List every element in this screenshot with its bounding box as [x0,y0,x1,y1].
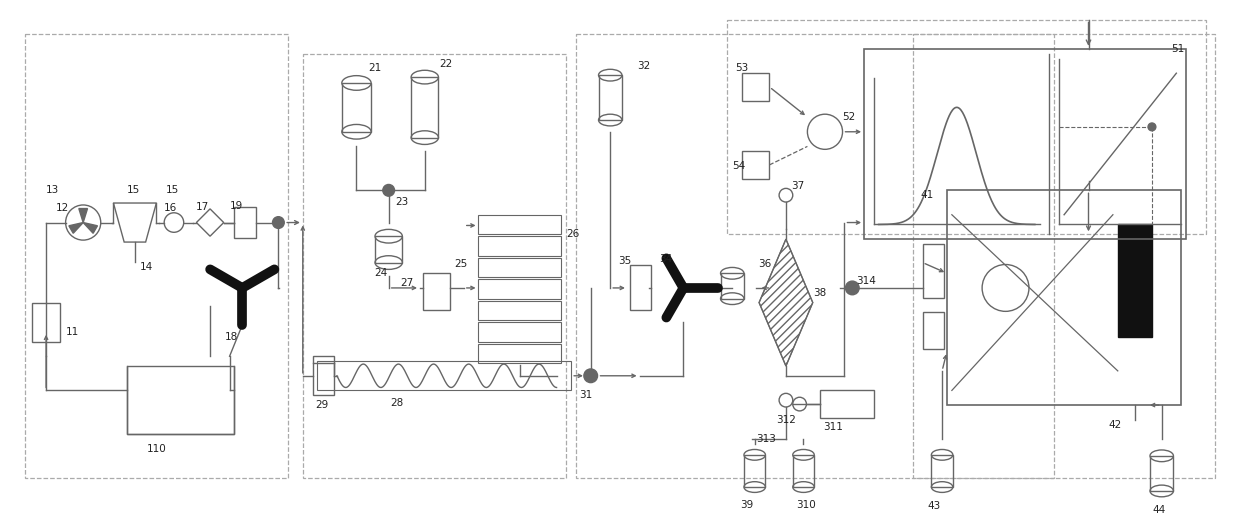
Text: 15: 15 [166,186,180,195]
Circle shape [273,217,284,228]
Text: 24: 24 [374,268,387,279]
Bar [312,356,334,395]
Text: 28: 28 [391,398,404,408]
Text: 31: 31 [579,391,593,400]
Text: 43: 43 [928,501,941,511]
Bar [864,49,1187,239]
Bar [947,190,1182,405]
Text: 313: 313 [756,434,776,444]
Text: 34: 34 [658,254,672,264]
Text: 311: 311 [823,421,843,432]
Polygon shape [69,223,83,233]
Circle shape [1148,123,1156,131]
Circle shape [846,281,859,295]
Polygon shape [79,209,88,223]
Text: 27: 27 [401,278,414,288]
Bar [720,273,744,299]
Text: 15: 15 [126,186,140,195]
Text: 53: 53 [735,63,749,74]
Bar [577,34,1054,478]
Text: 110: 110 [146,444,166,454]
Bar [126,366,234,434]
Bar [317,361,572,391]
Bar [744,455,765,487]
Text: 23: 23 [396,197,409,207]
Text: 26: 26 [567,229,579,240]
Text: 42: 42 [1109,420,1121,430]
Bar [25,34,288,478]
Bar [1117,225,1152,337]
Text: 32: 32 [637,61,651,70]
Bar [923,313,944,350]
Bar [1149,456,1173,491]
Bar [479,236,562,256]
Bar [913,34,1215,478]
Bar [931,455,952,487]
Bar [479,215,562,234]
Bar [234,207,255,238]
Circle shape [584,369,598,382]
Text: 38: 38 [813,288,827,298]
Text: 19: 19 [229,201,243,211]
Bar [479,279,562,299]
Bar [479,258,562,277]
Text: 22: 22 [439,59,453,68]
Bar [423,273,450,310]
Text: 14: 14 [140,262,153,271]
Text: 12: 12 [56,203,69,213]
Text: 39: 39 [740,500,754,510]
Text: 17: 17 [196,202,208,212]
Bar [32,303,60,342]
Text: 44: 44 [1152,505,1166,514]
Text: 29: 29 [315,400,329,410]
Text: 54: 54 [733,161,745,171]
Text: 36: 36 [759,259,771,269]
Text: 310: 310 [796,500,816,510]
Text: 16: 16 [164,203,177,213]
Bar [630,266,651,310]
Bar [742,73,769,101]
Bar [792,455,815,487]
Bar [820,391,874,418]
Text: 51: 51 [1172,44,1184,54]
Bar [599,75,622,120]
Text: 18: 18 [224,332,238,342]
Text: 314: 314 [856,276,877,286]
Text: 13: 13 [46,186,60,195]
Bar [923,244,944,298]
Bar [728,20,1205,234]
Text: 312: 312 [776,415,796,425]
Text: 35: 35 [618,256,631,266]
Text: 25: 25 [454,259,467,269]
Bar [374,236,402,263]
Text: 41: 41 [920,190,934,200]
Polygon shape [83,223,98,233]
Text: 11: 11 [66,327,79,337]
Bar [303,53,567,478]
Bar [479,343,562,363]
Bar [479,322,562,342]
Bar [479,301,562,320]
Text: 52: 52 [842,112,856,122]
Polygon shape [759,239,812,366]
Bar [412,77,439,138]
Circle shape [383,185,394,196]
Text: 21: 21 [368,63,382,74]
Bar [742,151,769,179]
Text: 37: 37 [791,180,804,191]
Bar [342,83,371,132]
